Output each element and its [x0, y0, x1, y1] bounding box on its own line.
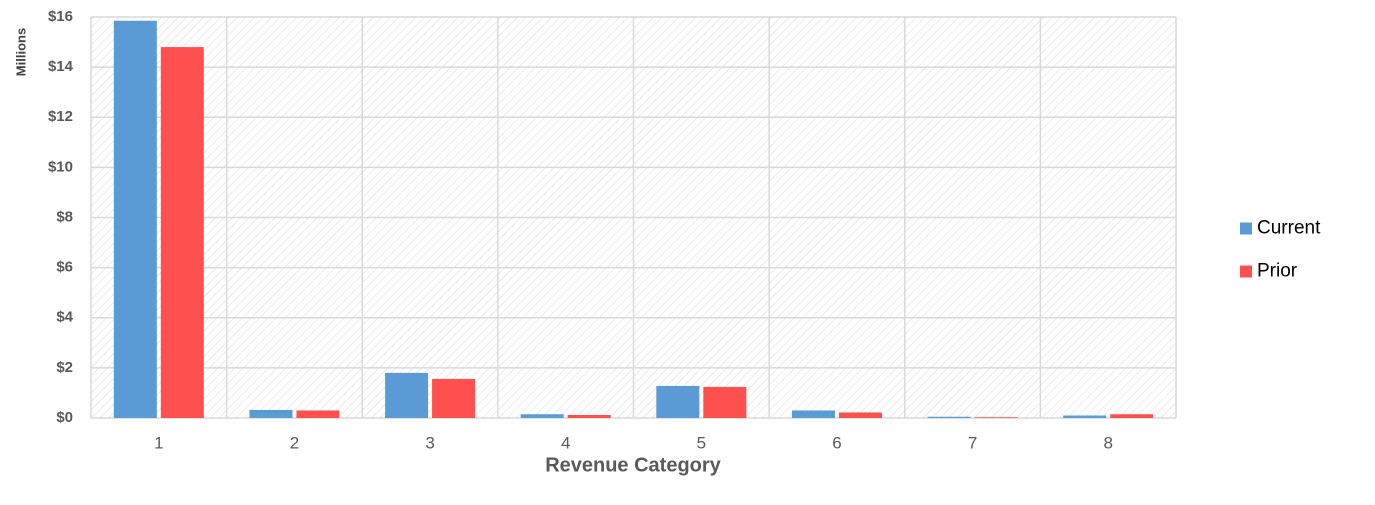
y-tick-label: $6	[56, 259, 73, 276]
y-tick-label: $16	[48, 8, 73, 25]
y-tick-label: $14	[48, 58, 74, 75]
bar	[838, 412, 882, 418]
x-tick-label: 6	[832, 433, 841, 452]
legend-swatch	[1240, 265, 1252, 278]
bar	[249, 409, 293, 418]
y-tick-label: $0	[56, 409, 73, 426]
bar	[160, 47, 204, 418]
bar	[1063, 415, 1107, 418]
bar	[296, 410, 340, 418]
bar	[432, 378, 476, 418]
bar	[1110, 414, 1154, 418]
bar	[520, 414, 564, 418]
legend-label: Current	[1257, 218, 1321, 239]
bar	[791, 410, 835, 418]
y-tick-label: $12	[48, 108, 73, 125]
x-axis-title: Revenue Category	[545, 454, 721, 476]
bar	[974, 417, 1018, 418]
bar	[385, 372, 429, 418]
x-tick-label: 1	[154, 433, 163, 452]
x-tick-label: 7	[968, 433, 977, 452]
x-tick-label: 8	[1103, 433, 1112, 452]
x-tick-label: 2	[290, 433, 299, 452]
y-tick-label: $10	[48, 158, 73, 175]
legend-label: Prior	[1257, 261, 1298, 282]
x-tick-label: 3	[425, 433, 434, 452]
bar	[113, 20, 157, 419]
y-axis-title: Millions	[13, 28, 28, 76]
bar	[927, 416, 971, 418]
bar	[656, 385, 700, 418]
y-tick-label: $8	[56, 208, 73, 225]
y-tick-label: $4	[56, 309, 73, 326]
x-tick-label: 4	[561, 433, 570, 452]
bar	[567, 414, 611, 418]
x-tick-label: 5	[697, 433, 706, 452]
bar	[703, 386, 747, 418]
legend-swatch	[1240, 222, 1252, 235]
y-tick-label: $2	[56, 359, 73, 376]
